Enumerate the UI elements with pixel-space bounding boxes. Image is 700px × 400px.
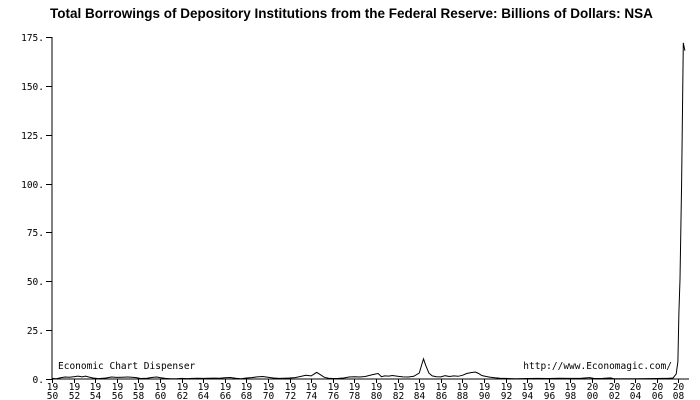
y-axis-tick-label: 0. — [33, 375, 44, 386]
x-axis-tick-label-year: 56 — [112, 391, 124, 400]
watermark-economic-chart-dispenser: Economic Chart Dispenser — [58, 361, 196, 372]
x-axis-tick-label-year: 54 — [90, 391, 102, 400]
x-axis-tick-label-century: 19 — [177, 382, 189, 393]
x-axis-tick-label-year: 66 — [220, 391, 232, 400]
x-axis-tick-label-year: 86 — [436, 391, 448, 400]
x-axis-tick-label-year: 98 — [565, 391, 577, 400]
borrowings-line-series — [51, 42, 686, 380]
x-axis-tick-label-century: 20 — [630, 382, 642, 393]
x-axis-tick-label-century: 19 — [155, 382, 167, 393]
x-axis-tick-label-century: 20 — [587, 382, 599, 393]
x-axis-tick-label-year: 82 — [393, 391, 404, 400]
x-axis-tick-label-year: 84 — [414, 391, 426, 400]
y-axis-tick-label: 75. — [27, 228, 44, 239]
x-axis-tick-label-century: 19 — [414, 382, 426, 393]
chart-title: Total Borrowings of Depository Instituti… — [50, 6, 653, 21]
x-axis-tick-label-year: 60 — [155, 391, 167, 400]
x-axis-tick-label-year: 06 — [652, 391, 664, 400]
x-axis-tick-label-century: 19 — [371, 382, 383, 393]
x-axis-tick-label-year: 64 — [198, 391, 210, 400]
x-axis-tick-label-year: 50 — [47, 391, 59, 400]
x-axis-tick-label-century: 19 — [479, 382, 491, 393]
x-axis-tick-label-year: 96 — [544, 391, 556, 400]
x-axis-tick-label-century: 19 — [69, 382, 81, 393]
x-axis-tick-label-century: 19 — [522, 382, 534, 393]
x-axis-tick-label-year: 00 — [587, 391, 599, 400]
x-axis-tick-label-century: 19 — [220, 382, 232, 393]
x-axis-tick-label-year: 02 — [609, 391, 620, 400]
x-axis-tick-label-century: 19 — [285, 382, 297, 393]
x-axis-tick-label-century: 19 — [544, 382, 556, 393]
x-axis-tick-label-year: 62 — [177, 391, 188, 400]
x-axis-tick-label-year: 52 — [69, 391, 80, 400]
y-axis-tick-label: 125. — [21, 131, 44, 142]
x-axis-tick-label-year: 76 — [328, 391, 340, 400]
x-axis-tick-label-year: 88 — [457, 391, 469, 400]
x-axis-tick-label-year: 94 — [522, 391, 534, 400]
x-axis-tick-label-century: 19 — [349, 382, 361, 393]
x-axis-tick-label-century: 19 — [263, 382, 275, 393]
x-axis-tick-label-year: 58 — [133, 391, 145, 400]
x-axis-tick-label-year: 92 — [501, 391, 512, 400]
x-axis-tick-label-year: 70 — [263, 391, 275, 400]
x-axis-tick-label-century: 20 — [609, 382, 621, 393]
watermark-economagic-url: http://www.Economagic.com/ — [523, 361, 672, 372]
y-axis-tick-label: 175. — [21, 33, 44, 44]
x-axis-tick-label-year: 74 — [306, 391, 318, 400]
x-axis-tick-label-century: 19 — [90, 382, 102, 393]
x-axis-tick-label-century: 19 — [47, 382, 59, 393]
x-axis-tick-label-year: 68 — [241, 391, 253, 400]
x-axis-tick-label-century: 19 — [306, 382, 318, 393]
x-axis-tick-label-year: 90 — [479, 391, 491, 400]
x-axis-tick-label-century: 19 — [501, 382, 513, 393]
x-axis-tick-label-century: 20 — [673, 382, 685, 393]
x-axis-tick-label-century: 19 — [112, 382, 124, 393]
x-axis-tick-label-century: 20 — [652, 382, 664, 393]
x-axis-tick-label-century: 19 — [241, 382, 253, 393]
x-axis-tick-label-year: 04 — [630, 391, 642, 400]
x-axis-tick-label-century: 19 — [457, 382, 469, 393]
x-axis-tick-label-year: 08 — [673, 391, 685, 400]
x-axis-tick-label-year: 80 — [371, 391, 383, 400]
x-axis-tick-label-century: 19 — [565, 382, 577, 393]
x-axis-tick-label-century: 19 — [436, 382, 448, 393]
y-axis-tick-label: 50. — [27, 277, 44, 288]
x-axis-tick-label-year: 78 — [349, 391, 361, 400]
x-axis-tick-label-century: 19 — [133, 382, 145, 393]
x-axis-tick-label-year: 72 — [285, 391, 296, 400]
y-axis-tick-label: 100. — [21, 180, 44, 191]
y-axis-tick-label: 150. — [21, 82, 44, 93]
x-axis-tick-label-century: 19 — [328, 382, 340, 393]
y-axis-tick-label: 25. — [27, 326, 44, 337]
x-axis-tick-label-century: 19 — [198, 382, 210, 393]
x-axis-tick-label-century: 19 — [393, 382, 405, 393]
